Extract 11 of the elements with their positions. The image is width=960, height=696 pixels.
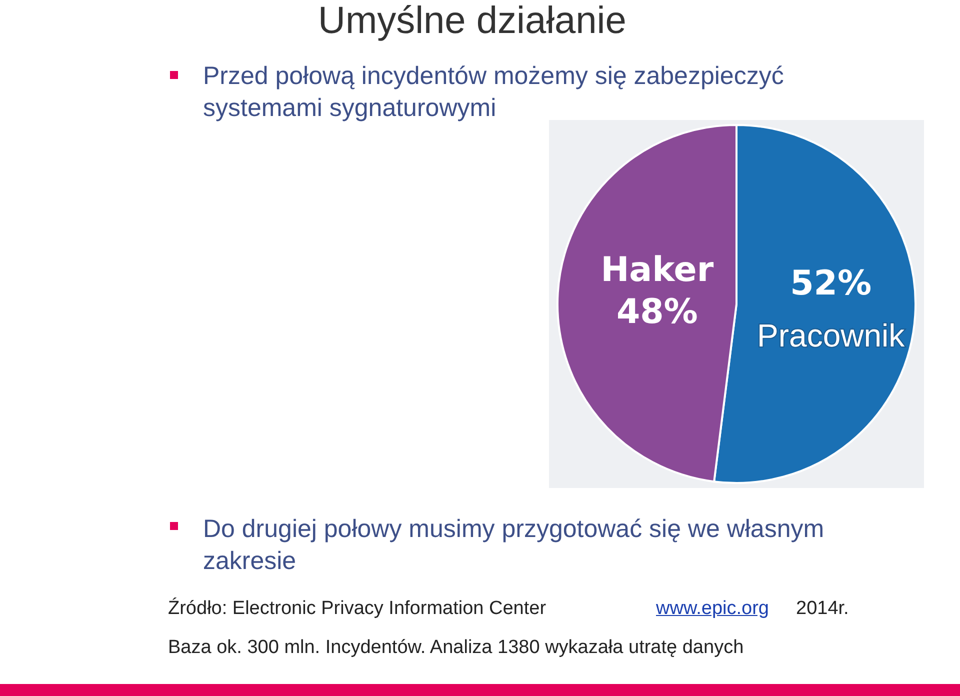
- data-label: 52%: [790, 263, 872, 304]
- data-label: 48%: [616, 292, 698, 332]
- slice-label: Haker: [600, 250, 714, 290]
- text: 2014r.: [796, 598, 849, 620]
- text: www.epic.org: [656, 598, 769, 620]
- text: Przed połową incydentów możemy się zabezpieczyć systemami sygnaturowymi: [203, 61, 785, 124]
- text: Źródło: Electronic Privacy Information Center: [168, 598, 546, 620]
- text: Do drugiej połowy musimy przygotować się we własnym zakresie: [203, 514, 826, 577]
- text: Baza ok. 300 mln. Incydentów. Analiza 1380 wykazała utratę danych: [168, 637, 744, 659]
- chart-title: Umyślne działanie: [318, 0, 626, 43]
- slice-label: Pracownik: [757, 317, 906, 354]
